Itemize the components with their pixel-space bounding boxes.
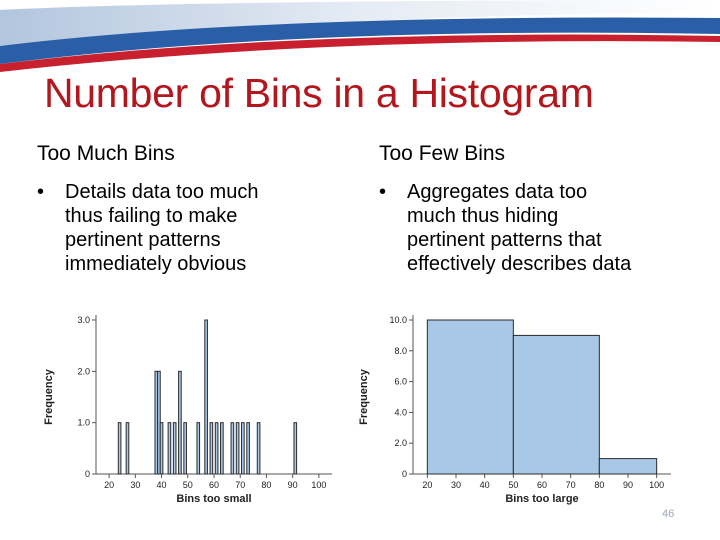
- histogram-bar: [167, 422, 172, 475]
- y-tick-label: 0: [402, 469, 407, 479]
- y-tick-label: 3.0: [77, 315, 90, 325]
- slide-number: 46: [662, 508, 675, 520]
- histogram-bar: [125, 422, 130, 475]
- histogram-bar: [426, 319, 514, 475]
- x-tick-label: 70: [566, 480, 576, 490]
- x-tick-label: 100: [649, 480, 664, 490]
- y-tick-label: 6.0: [394, 377, 407, 387]
- x-tick-label: 90: [288, 480, 298, 490]
- slide-title: Number of Bins in a Histogram: [44, 70, 594, 116]
- bullet-symbol: •: [37, 181, 45, 203]
- y-axis-label: Frequency: [358, 368, 370, 425]
- x-tick-label: 90: [623, 480, 633, 490]
- histogram-bar: [235, 422, 240, 475]
- histogram-bar: [209, 422, 214, 475]
- x-tick-label: 60: [209, 480, 219, 490]
- x-tick-label: 50: [183, 480, 193, 490]
- histogram-bar: [196, 422, 201, 475]
- bullet-line: pertinent patterns that: [407, 229, 602, 251]
- y-tick-label: 10.0: [389, 315, 407, 325]
- y-tick-label: 4.0: [394, 407, 407, 417]
- y-tick-label: 0: [85, 469, 90, 479]
- x-tick-label: 80: [261, 480, 271, 490]
- x-tick-label: 20: [422, 480, 432, 490]
- histogram-bar: [241, 422, 245, 475]
- histogram-bar: [230, 422, 235, 475]
- banner-red-swoosh: [0, 34, 720, 72]
- x-tick-label: 100: [311, 480, 326, 490]
- histogram-bar: [172, 422, 177, 475]
- bullet-symbol: •: [379, 181, 387, 203]
- y-axis-label: Frequency: [43, 368, 55, 425]
- banner-blue-swoosh: [0, 17, 720, 64]
- bullet-line: thus failing to make: [65, 205, 238, 227]
- bullet-line: much thus hiding: [407, 205, 559, 227]
- y-tick-label: 8.0: [394, 346, 407, 356]
- heading-too-few-bins: Too Few Bins: [379, 142, 506, 165]
- x-tick-label: 60: [537, 480, 547, 490]
- histogram-bar: [178, 370, 182, 475]
- y-tick-label: 2.0: [77, 366, 90, 376]
- heading-too-much-bins: Too Much Bins: [37, 142, 175, 165]
- histogram-bar: [256, 422, 261, 475]
- y-tick-label: 1.0: [77, 418, 90, 428]
- histogram-bar: [246, 422, 250, 475]
- x-tick-label: 80: [594, 480, 604, 490]
- histogram-bins-too-small: 0 1.0 2.0 3.0 20 30 40 50 60 70 80 90 100 Bins too sm…: [43, 315, 332, 505]
- x-tick-label: 30: [451, 480, 461, 490]
- x-tick-label: 50: [508, 480, 518, 490]
- bullet-line: Aggregates data too: [407, 181, 588, 203]
- y-tick-label: 2.0: [394, 438, 407, 448]
- histogram-bar: [204, 319, 208, 475]
- histogram-bar: [220, 422, 224, 475]
- histogram-bar: [512, 334, 600, 475]
- histogram-bar: [117, 422, 122, 475]
- bullet-line: Details data too much: [65, 181, 259, 203]
- histogram-bar: [214, 422, 219, 475]
- x-axis-label: Bins too small: [176, 493, 251, 505]
- x-axis-label: Bins too large: [505, 493, 578, 505]
- x-tick-label: 20: [104, 480, 114, 490]
- x-tick-label: 40: [480, 480, 490, 490]
- histogram-bar: [183, 422, 187, 475]
- x-tick-label: 30: [130, 480, 140, 490]
- bullet-line: pertinent patterns: [65, 229, 221, 251]
- histogram-bar: [598, 458, 658, 475]
- x-tick-label: 40: [157, 480, 167, 490]
- histogram-bar: [293, 422, 298, 475]
- histogram-bar: [159, 422, 164, 475]
- x-tick-label: 70: [235, 480, 245, 490]
- histogram-bins-too-large: 0 2.0 4.0 6.0 8.0 10.0 20 30 40 50 60 70 80 90 100 Bins…: [358, 315, 671, 505]
- header-banner: [0, 0, 720, 80]
- bullet-line: immediately obvious: [65, 253, 247, 275]
- bullet-line: effectively describes data: [407, 253, 632, 275]
